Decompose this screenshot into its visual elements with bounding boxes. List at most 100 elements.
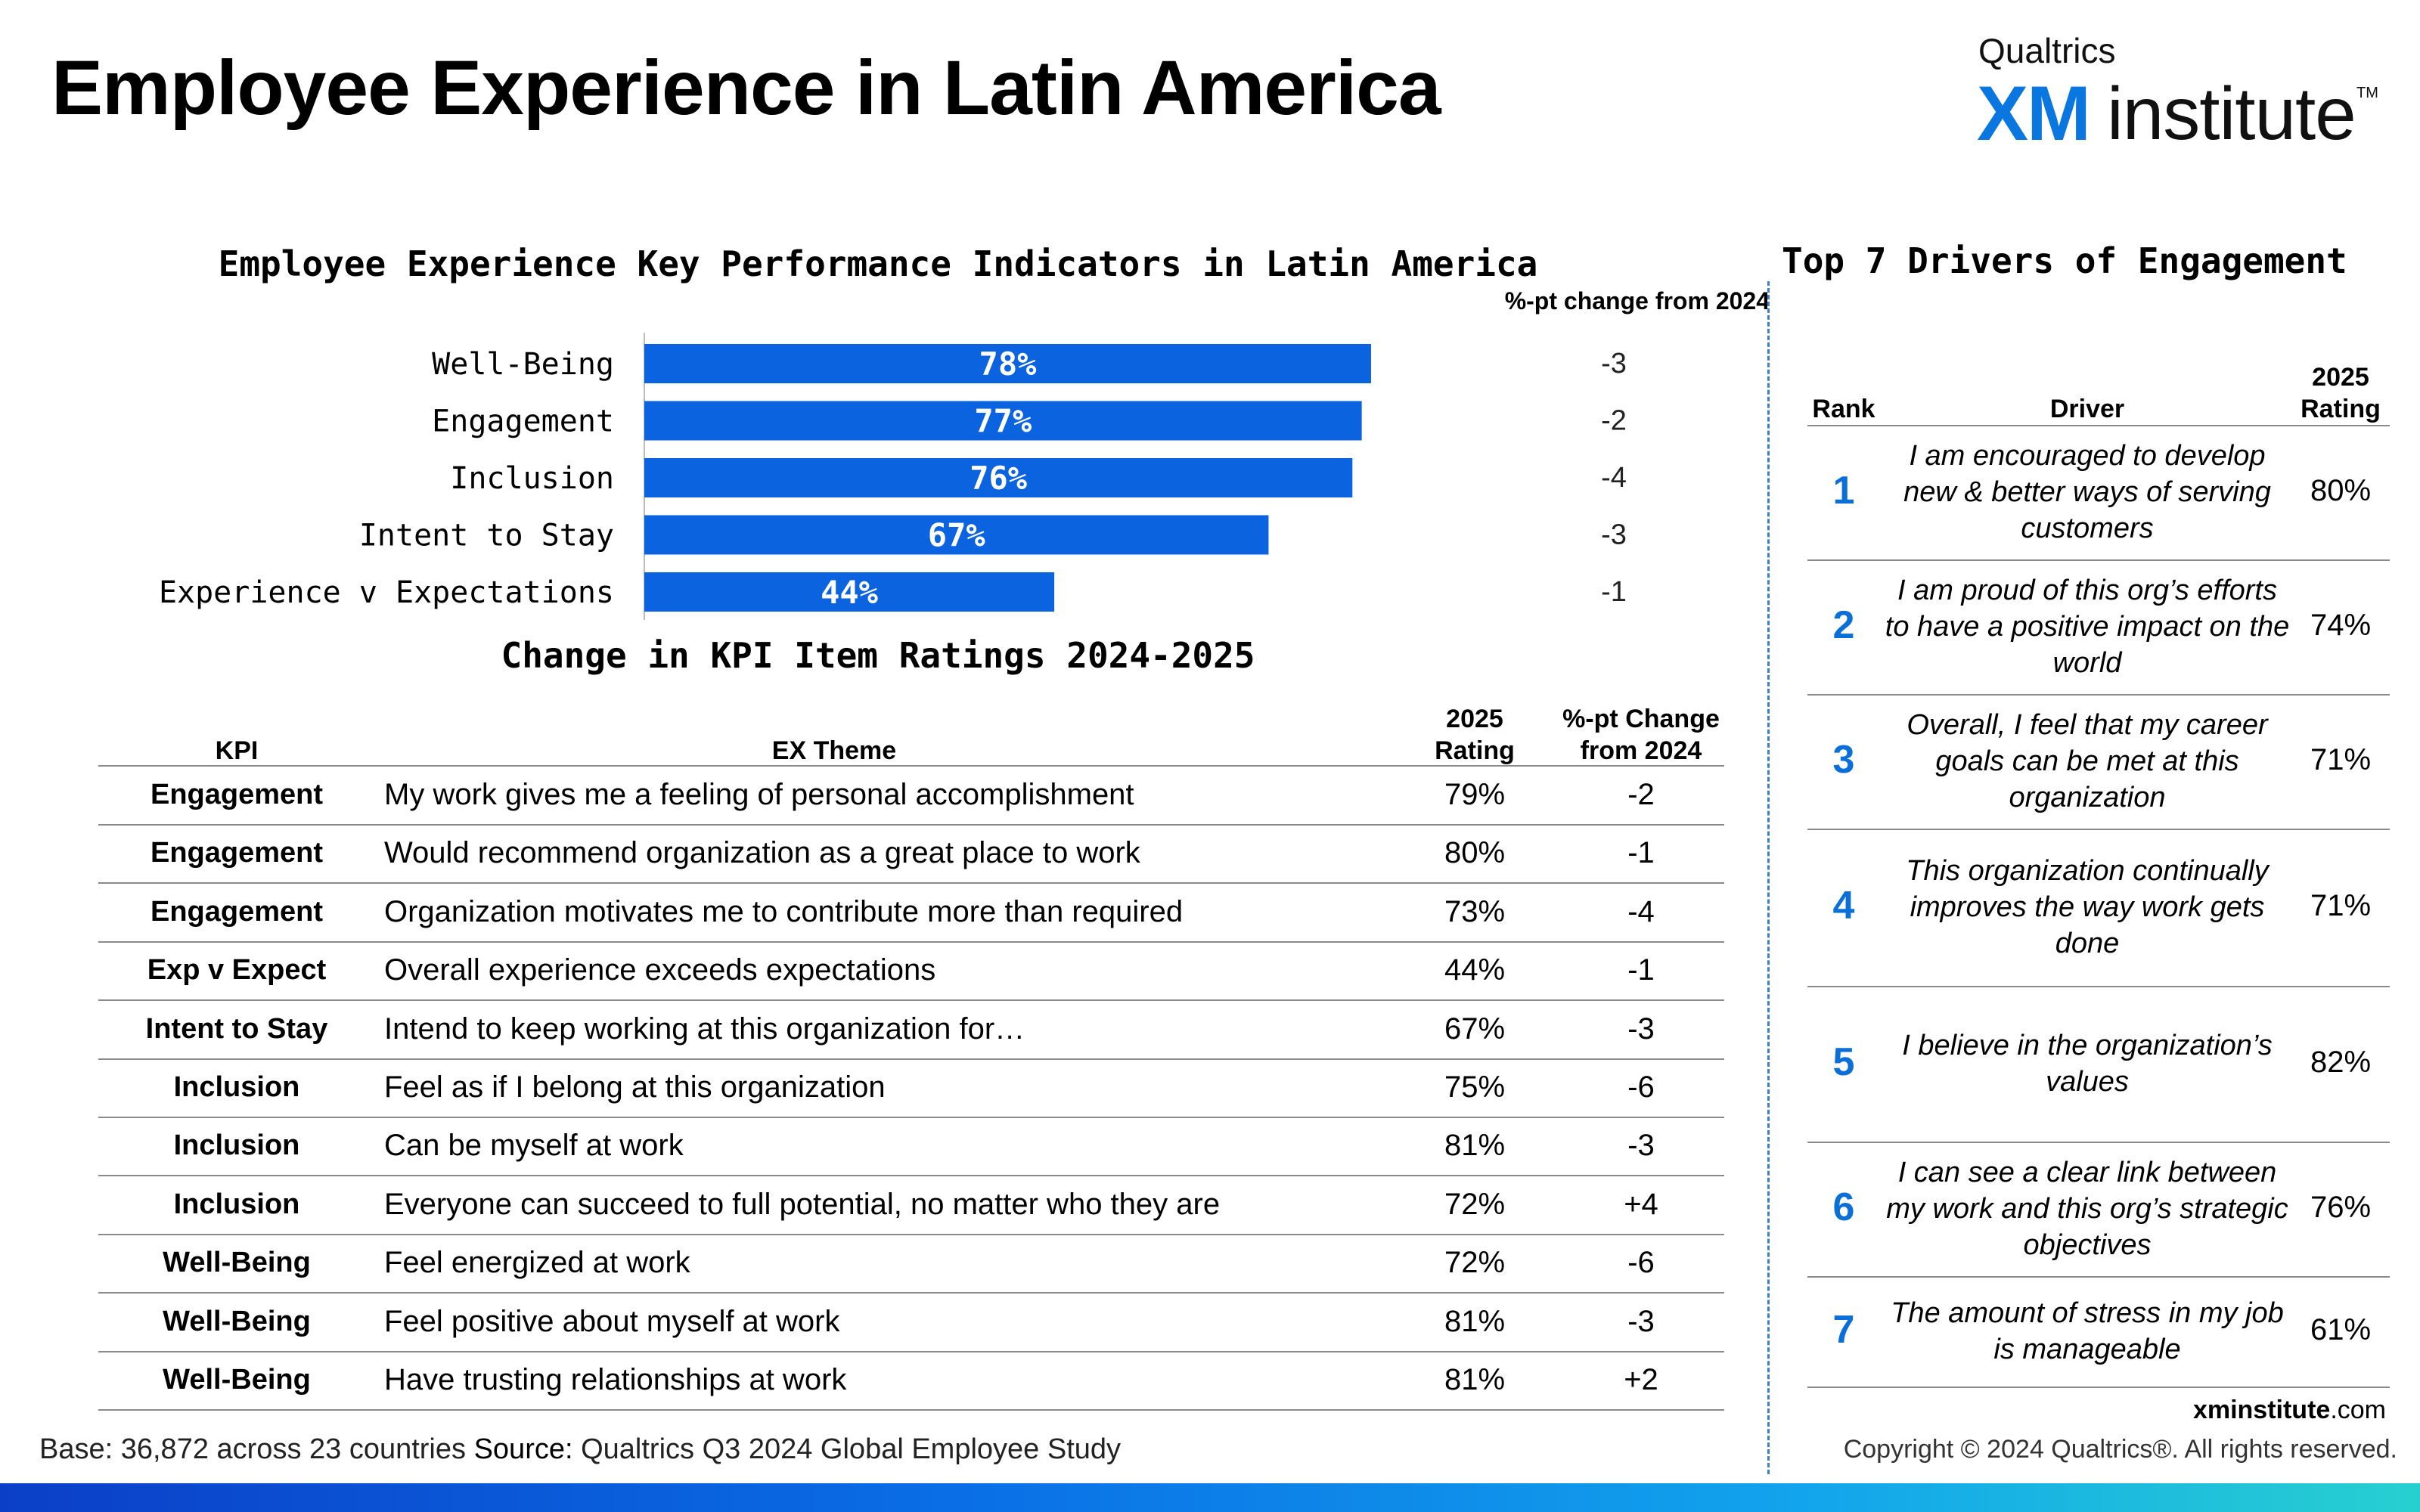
kpi-row-rating: 67%	[1444, 1012, 1506, 1046]
kpi-row-change: -6	[1627, 1246, 1655, 1280]
driver-rating: 71%	[2310, 889, 2372, 922]
kpi-table-row: Well-Being Feel energized at work 72% -6	[98, 1234, 1724, 1294]
driver-text: I am encouraged to develop new & better …	[1903, 440, 2271, 544]
kpi-change-value: -1	[1601, 576, 1627, 608]
drivers-title: Top 7 Drivers of Engagement	[1782, 240, 2347, 281]
kpi-category-label: Inclusion	[450, 461, 614, 496]
driver-row: 6 I can see a clear link between my work …	[1807, 1142, 2390, 1278]
kpi-row-theme: Feel positive about myself at work	[384, 1304, 840, 1338]
driver-text: Overall, I feel that my career goals can…	[1907, 709, 2268, 813]
kpi-row-kpi: Well-Being	[163, 1305, 311, 1337]
kpi-bar-value-label: 77%	[974, 403, 1032, 440]
kpi-row-rating: 72%	[1444, 1187, 1506, 1221]
kpi-category-label: Intent to Stay	[359, 519, 614, 553]
kpi-row-rating: 44%	[1444, 953, 1506, 987]
kpi-row-theme: Feel energized at work	[384, 1246, 690, 1280]
section-divider	[1767, 281, 1770, 1474]
kpi-row-theme: Everyone can succeed to full potential, …	[384, 1187, 1221, 1221]
kpi-row-kpi: Engagement	[150, 779, 324, 810]
kpi-row-kpi: Inclusion	[173, 1129, 300, 1162]
driver-rating-header-line2: Rating	[2301, 395, 2381, 423]
logo-qualtrics-text: Qualtrics	[1978, 31, 2116, 70]
kpi-category-label: Engagement	[432, 404, 614, 439]
source-label: Source:	[473, 1433, 573, 1465]
rating-column-header: 2025 Rating	[1384, 703, 1565, 767]
kpi-row-rating: 79%	[1444, 778, 1506, 811]
kpi-bar	[644, 572, 1055, 612]
brand-gradient-bar	[0, 1483, 2420, 1512]
kpi-table-row: Exp v Expect Overall experience exceeds e…	[98, 941, 1724, 1002]
kpi-table-row: Engagement Organization motivates me to c…	[98, 883, 1724, 943]
driver-rating: 80%	[2310, 474, 2372, 507]
kpi-row-change: -2	[1627, 778, 1655, 811]
kpi-bar-value-label: 78%	[979, 345, 1037, 383]
kpi-table-row: Engagement My work gives me a feeling of …	[98, 766, 1724, 826]
kpi-row-change: +4	[1624, 1187, 1658, 1221]
kpi-row-change: -3	[1627, 1304, 1655, 1338]
driver-rating-column-header: 2025 Rating	[2291, 361, 2390, 425]
driver-rank: 2	[1832, 603, 1855, 647]
kpi-row-theme: Overall experience exceeds expectations	[384, 953, 936, 987]
driver-text: The amount of stress in my job is manage…	[1891, 1297, 2284, 1365]
page-title: Employee Experience in Latin America	[51, 45, 1441, 131]
xm-institute-logo: Qualtrics XM institute TM	[1977, 30, 2378, 156]
rank-column-header: Rank	[1812, 395, 1876, 423]
kpi-column-header: KPI	[215, 736, 259, 765]
kpi-change-value: -3	[1601, 348, 1627, 380]
kpi-row-kpi: Inclusion	[173, 1071, 300, 1103]
driver-rank: 3	[1832, 738, 1855, 782]
kpi-row-theme: Can be myself at work	[384, 1129, 684, 1163]
kpi-table-row: Inclusion Can be myself at work 81% -3	[98, 1117, 1724, 1177]
kpi-table-row: Inclusion Everyone can succeed to full po…	[98, 1176, 1724, 1235]
driver-text: I can see a clear link between my work a…	[1886, 1157, 2288, 1261]
rating-header-line1: 2025	[1446, 705, 1503, 733]
kpi-table-title: Change in KPI Item Ratings 2024-2025	[501, 635, 1255, 676]
kpi-table-row: Well-Being Have trusting relationships at…	[98, 1351, 1724, 1411]
change-header-line2: from 2024	[1580, 736, 1702, 765]
site-url[interactable]: xminstitute.com	[1966, 1396, 2386, 1425]
kpi-row-kpi: Intent to Stay	[145, 1012, 328, 1045]
kpi-row-change: -3	[1627, 1012, 1655, 1046]
driver-rank: 7	[1832, 1308, 1855, 1352]
kpi-row-rating: 81%	[1444, 1304, 1506, 1338]
driver-row: 2 I am proud of this org’s efforts to hav…	[1807, 559, 2390, 696]
kpi-bar	[644, 401, 1362, 441]
driver-row: 1 I am encouraged to develop new & better…	[1807, 425, 2390, 561]
kpi-row-kpi: Well-Being	[163, 1247, 311, 1279]
driver-rating: 82%	[2310, 1046, 2372, 1079]
driver-rank: 4	[1832, 884, 1855, 928]
logo-institute-text: institute	[2107, 72, 2356, 155]
driver-rating: 71%	[2310, 743, 2372, 776]
kpi-row-theme: Feel as if I belong at this organization	[384, 1070, 886, 1104]
kpi-row-theme: Organization motivates me to contribute …	[384, 894, 1184, 928]
kpi-row-rating: 81%	[1444, 1363, 1506, 1396]
kpi-table-row: Intent to Stay Intend to keep working at …	[98, 1000, 1724, 1060]
kpi-row-change: -1	[1627, 953, 1655, 987]
kpi-row-rating: 72%	[1444, 1246, 1506, 1280]
kpi-chart-title: Employee Experience Key Performance Indi…	[218, 243, 1538, 284]
logo-tm-text: TM	[2356, 85, 2378, 101]
kpi-row-rating: 81%	[1444, 1129, 1506, 1163]
driver-row: 7 The amount of stress in my job is manag…	[1807, 1276, 2390, 1388]
kpi-table-row: Well-Being Feel positive about myself at …	[98, 1293, 1724, 1352]
copyright-text: Copyright © 2024 Qualtrics®. All rights …	[1843, 1435, 2397, 1464]
kpi-row-theme: Intend to keep working at this organizat…	[384, 1012, 1025, 1046]
kpi-bar-value-label: 44%	[821, 574, 878, 611]
driver-row: 5 I believe in the organization’s values 8…	[1807, 986, 2390, 1143]
site-rest-text: .com	[2330, 1396, 2386, 1424]
theme-column-header: EX Theme	[771, 736, 897, 765]
kpi-row-kpi: Exp v Expect	[147, 954, 327, 987]
kpi-row-change: -4	[1627, 894, 1655, 928]
driver-rank: 6	[1832, 1185, 1855, 1229]
kpi-change-value: -4	[1601, 462, 1627, 494]
driver-rank: 5	[1832, 1040, 1855, 1084]
kpi-row-kpi: Inclusion	[173, 1188, 300, 1220]
kpi-table-row: Inclusion Feel as if I belong at this org…	[98, 1058, 1724, 1118]
base-label: Base:	[39, 1433, 113, 1465]
kpi-bar	[644, 515, 1269, 555]
kpi-row-theme: Would recommend organization as a great …	[384, 836, 1140, 870]
driver-text: I am proud of this org’s efforts to have…	[1885, 575, 2290, 679]
base-source-footnote: Base: 36,872 across 23 countries Source:…	[39, 1433, 1121, 1466]
driver-text: This organization continually improves t…	[1906, 855, 2269, 959]
kpi-row-kpi: Well-Being	[163, 1364, 311, 1396]
